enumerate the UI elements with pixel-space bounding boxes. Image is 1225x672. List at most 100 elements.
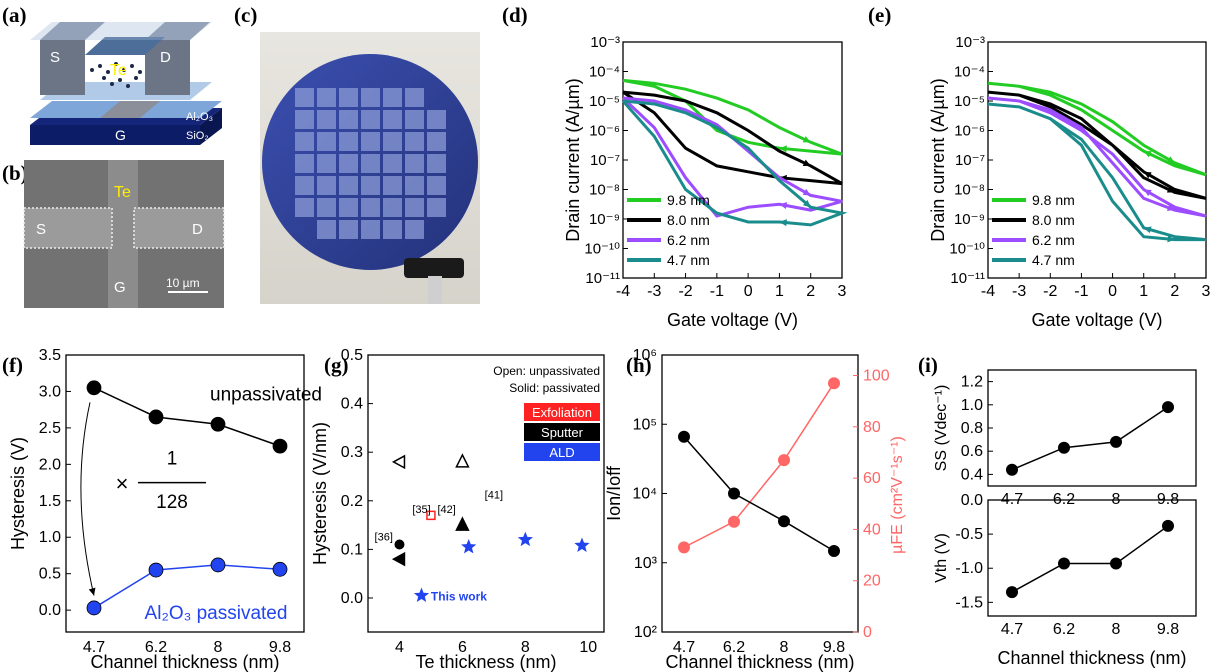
x-tick-label: 0 bbox=[744, 283, 753, 300]
x-axis-label: Te thickness (nm) bbox=[415, 652, 556, 672]
data-point bbox=[1162, 401, 1174, 414]
legend-solid-note: Solid: passivated bbox=[509, 381, 600, 395]
wafer-die bbox=[339, 220, 358, 239]
wafer-die bbox=[339, 176, 358, 195]
x-axis-label: Channel thickness (nm) bbox=[665, 652, 854, 672]
x-tick-label: 9.8 bbox=[269, 639, 291, 656]
y-tick-label: 10⁻⁷ bbox=[955, 152, 985, 169]
sem-s: S bbox=[36, 221, 46, 238]
wafer-die bbox=[361, 132, 380, 151]
panel-label-a: (a) bbox=[2, 3, 27, 27]
wafer-die bbox=[317, 220, 336, 239]
y-axis-label: SS (Vdec⁻¹) bbox=[933, 385, 950, 472]
data-point bbox=[1058, 557, 1070, 570]
mobility-line bbox=[683, 382, 835, 549]
wafer-die bbox=[383, 198, 402, 217]
sem-image: Te S D G 10 µm bbox=[23, 160, 225, 308]
wafer-die bbox=[361, 176, 380, 195]
y-tick-label: 0.8 bbox=[961, 420, 983, 437]
onoff-point bbox=[778, 515, 790, 528]
reduction-arrow bbox=[80, 402, 95, 596]
wafer-die bbox=[295, 88, 314, 107]
y-axis-label: Drain current (A/µm) bbox=[928, 78, 948, 241]
legend-label: 4.7 nm bbox=[1032, 252, 1075, 268]
legend-box-label: ALD bbox=[549, 445, 574, 460]
legend-label: 8.0 nm bbox=[1032, 212, 1075, 228]
y-tick-label: 0.5 bbox=[39, 566, 61, 583]
sweep-arrow-fwd bbox=[802, 136, 811, 143]
panel-label-e: (e) bbox=[868, 3, 891, 27]
data-point bbox=[1006, 463, 1018, 476]
chart-i-ss-vth: 0.4 0.6 0.8 1.0 1.2 4.7 6.2 8 9.8 SS (Vdec⁻¹) 0.0 -… bbox=[933, 369, 1197, 668]
data-point bbox=[148, 562, 164, 578]
ratio-denominator: 128 bbox=[156, 492, 188, 513]
x-tick-label: -3 bbox=[647, 283, 661, 300]
wafer-die bbox=[317, 154, 336, 173]
x-tick-label: 4.7 bbox=[1001, 621, 1023, 638]
wafer-die bbox=[383, 88, 402, 107]
legend-label: 9.8 nm bbox=[667, 192, 710, 208]
reference-label: [41] bbox=[485, 489, 503, 501]
y-tick-label: 10⁻⁹ bbox=[954, 211, 985, 228]
series-line bbox=[93, 564, 281, 609]
y-tick-label: 10⁻⁵ bbox=[954, 93, 985, 110]
curve-9.8nm bbox=[622, 78, 843, 156]
sweep-arrow-rev bbox=[1143, 226, 1152, 234]
reference-label: [42] bbox=[437, 504, 455, 516]
plot-frame bbox=[367, 354, 605, 633]
panel-label-c: (c) bbox=[234, 3, 257, 27]
y-tick-label: 10⁻⁸ bbox=[589, 182, 620, 199]
wafer-die bbox=[405, 176, 424, 195]
wafer-die bbox=[317, 176, 336, 195]
ratio-times: × bbox=[116, 471, 129, 496]
wafer-die bbox=[405, 198, 424, 217]
y-tick-left-label: 10⁵ bbox=[633, 416, 657, 433]
chart-f-hysteresis: 0.0 0.5 1.0 1.5 2.0 2.5 3.0 3.5 4.7 6.2 8 9.8Channe… bbox=[8, 347, 322, 672]
y-tick-label: 0.6 bbox=[961, 443, 983, 460]
data-point bbox=[1058, 441, 1070, 454]
wafer-die bbox=[427, 132, 446, 151]
data-point bbox=[1110, 557, 1122, 570]
x-axis-label: Channel thickness (nm) bbox=[997, 648, 1186, 668]
legend-label: 6.2 nm bbox=[667, 232, 710, 248]
series-line bbox=[1011, 406, 1169, 471]
reduction-arrowhead bbox=[88, 587, 96, 596]
x-tick-label: 2 bbox=[806, 283, 815, 300]
device-schematic: Al₂O₃ S D Te G Al₂O₃ SiO₂ bbox=[30, 7, 222, 145]
wafer-die bbox=[405, 110, 424, 129]
sweep-arrow-rev bbox=[779, 202, 788, 210]
this-work-label: This work bbox=[431, 589, 487, 603]
x-axis-label: Gate voltage (V) bbox=[667, 310, 798, 330]
y-tick-label: 10⁻⁶ bbox=[954, 123, 985, 140]
point-square bbox=[426, 510, 436, 521]
y-tick-label: 3.0 bbox=[39, 383, 61, 400]
point-triangle bbox=[455, 453, 470, 468]
y-tick-label: 10⁻⁷ bbox=[590, 152, 620, 169]
legend-box-label: Exfoliation bbox=[532, 405, 592, 420]
sem-scale: 10 µm bbox=[166, 276, 200, 290]
legend-box-label: Sputter bbox=[541, 425, 584, 440]
ratio-numerator: 1 bbox=[167, 448, 178, 469]
y-axis-label: Drain current (A/µm) bbox=[563, 78, 583, 241]
schem-g: G bbox=[115, 127, 126, 143]
wafer-die bbox=[427, 154, 446, 173]
curve-8.0nm bbox=[622, 90, 843, 186]
legend-label: 9.8 nm bbox=[1032, 192, 1075, 208]
wafer-die bbox=[361, 198, 380, 217]
x-axis-label: Channel thickness (nm) bbox=[90, 652, 279, 672]
wafer-die bbox=[339, 88, 358, 107]
y-tick-label: 1.0 bbox=[961, 397, 983, 414]
curve-4.7nm bbox=[987, 102, 1207, 242]
y-tick-label: 10⁻¹⁰ bbox=[584, 241, 620, 258]
sweep-arrow-fwd bbox=[1166, 204, 1175, 211]
mobility-point bbox=[728, 515, 740, 528]
chart-h-onoff-mobility: 10² 10³ 10⁴ 10⁵ 10⁶ 0 20 40 60 80 100 4.7 6.2 8 9.8Cha… bbox=[604, 347, 906, 672]
wafer-photo bbox=[260, 32, 480, 304]
y-tick-label: 0.1 bbox=[341, 541, 363, 558]
mobility-point bbox=[828, 377, 840, 390]
point-star bbox=[517, 531, 533, 547]
data-point bbox=[210, 416, 226, 432]
panel-label-f: (f) bbox=[2, 353, 23, 377]
x-tick-label: -4 bbox=[616, 283, 630, 300]
x-tick-label: 6.2 bbox=[145, 639, 167, 656]
